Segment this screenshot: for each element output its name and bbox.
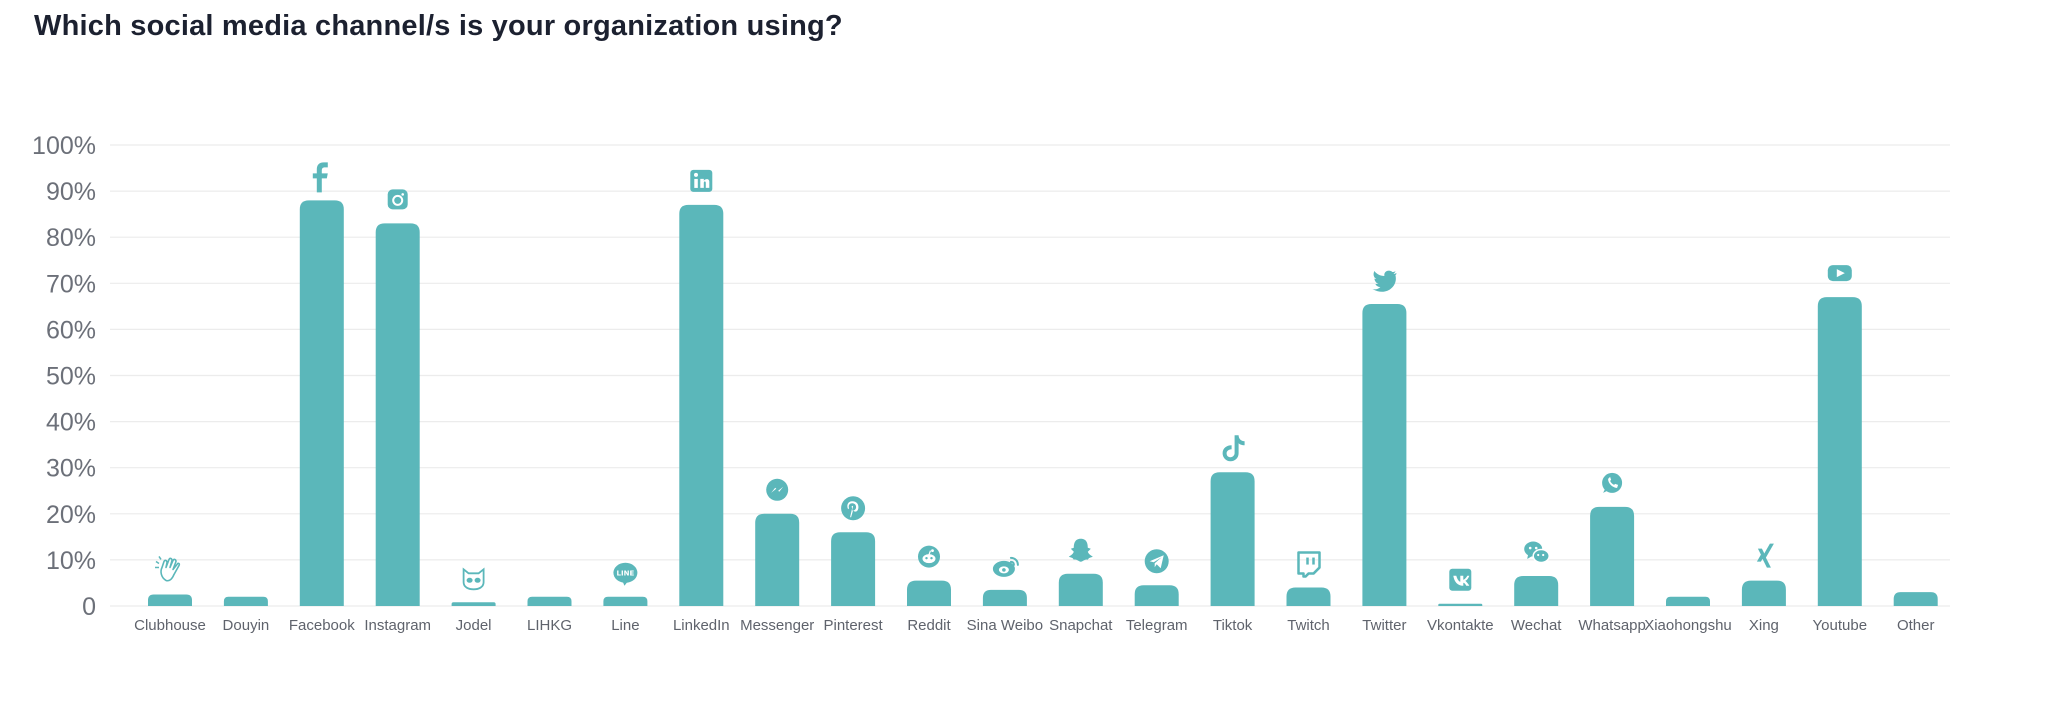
bar-telegram — [1134, 585, 1179, 606]
x-tick-label: Line — [611, 617, 639, 634]
facebook-icon — [312, 162, 328, 193]
y-tick-label: 0 — [82, 593, 96, 621]
line-icon: LINE — [613, 562, 638, 586]
x-tick-label: Whatsapp — [1578, 617, 1646, 634]
page-title: Which social media channel/s is your org… — [34, 10, 843, 42]
y-tick-label: 10% — [46, 547, 96, 575]
y-axis-ticks: 0 10% 20% 30% 40% 50% 60% 70% 80% 90% 100% — [32, 132, 96, 621]
bars — [148, 200, 1938, 606]
y-tick-label: 60% — [46, 316, 96, 344]
bar-reddit — [907, 580, 951, 606]
bar-other — [1893, 592, 1938, 606]
x-tick-label: Sina Weibo — [967, 617, 1043, 634]
bar-youtube — [1817, 297, 1862, 606]
tiktok-icon — [1222, 435, 1245, 462]
bar-jodel — [451, 602, 496, 606]
y-tick-label: 30% — [46, 455, 96, 483]
twitter-icon — [1372, 270, 1397, 292]
x-tick-label: Xing — [1749, 617, 1779, 634]
x-tick-label: Douyin — [223, 617, 270, 634]
bar-lihkg — [527, 596, 572, 606]
clubhouse-icon — [155, 556, 181, 582]
y-tick-label: 20% — [46, 501, 96, 529]
bar-linkedin — [679, 204, 724, 606]
youtube-icon — [1827, 265, 1852, 282]
twitch-icon — [1297, 551, 1321, 578]
bar-messenger — [755, 513, 800, 606]
y-tick-label: 70% — [46, 270, 96, 298]
jodel-icon — [462, 567, 485, 591]
bar-line — [603, 596, 648, 606]
bar-instagram — [375, 223, 420, 606]
linkedin-icon — [690, 169, 713, 192]
bar-wechat — [1514, 576, 1559, 606]
x-tick-label: Instagram — [364, 617, 431, 634]
wechat-icon — [1524, 541, 1550, 564]
bar-douyin — [223, 596, 268, 606]
telegram-icon — [1144, 549, 1169, 574]
y-tick-label: 50% — [46, 363, 96, 391]
bar-xing — [1741, 580, 1786, 606]
snapchat-icon — [1068, 538, 1093, 562]
x-axis-ticks: Clubhouse Douyin Facebook Instagram Jodel LIH… — [134, 617, 1934, 634]
x-tick-label: Other — [1897, 617, 1935, 634]
bar-icons: LINE — [155, 162, 1852, 591]
bar-vkontakte — [1438, 603, 1483, 606]
bar-pinterest — [831, 532, 876, 606]
reddit-icon — [918, 545, 940, 568]
bar-whatsapp — [1590, 506, 1635, 606]
x-tick-label: LinkedIn — [673, 617, 730, 634]
whatsapp-icon — [1602, 472, 1623, 493]
x-tick-label: LIHKG — [527, 617, 572, 634]
bar-xiaohongshu — [1666, 596, 1710, 606]
y-tick-label: 40% — [46, 409, 96, 437]
bar-twitter — [1362, 304, 1407, 606]
x-tick-label: Twitter — [1362, 617, 1406, 634]
y-tick-label: 100% — [32, 132, 96, 160]
x-tick-label: Clubhouse — [134, 617, 206, 634]
bar-snapchat — [1058, 573, 1103, 606]
x-tick-label: Youtube — [1813, 617, 1868, 634]
sina-weibo-icon — [992, 556, 1019, 577]
bar-sina-weibo — [982, 589, 1027, 606]
x-tick-label: Twitch — [1287, 617, 1330, 634]
x-tick-label: Wechat — [1511, 617, 1562, 634]
xing-icon — [1756, 543, 1774, 568]
y-tick-label: 90% — [46, 178, 96, 206]
x-tick-label: Pinterest — [823, 617, 883, 634]
svg-text:LINE: LINE — [617, 569, 635, 577]
bar-clubhouse — [148, 594, 192, 606]
bar-twitch — [1286, 587, 1331, 606]
x-tick-label: Xiaohongshu — [1644, 617, 1732, 634]
messenger-icon — [766, 478, 789, 501]
x-tick-label: Telegram — [1126, 617, 1188, 634]
bar-facebook — [299, 200, 344, 606]
pinterest-icon — [841, 496, 866, 521]
x-tick-label: Reddit — [907, 617, 951, 634]
vkontakte-icon — [1449, 568, 1472, 591]
x-tick-label: Vkontakte — [1427, 617, 1494, 634]
x-tick-label: Snapchat — [1049, 617, 1113, 634]
instagram-icon — [387, 189, 408, 210]
x-tick-label: Facebook — [289, 617, 355, 634]
y-tick-label: 80% — [46, 224, 96, 252]
x-tick-label: Messenger — [740, 617, 814, 634]
x-tick-label: Jodel — [456, 617, 492, 634]
bar-tiktok — [1210, 472, 1255, 606]
x-tick-label: Tiktok — [1213, 617, 1253, 634]
